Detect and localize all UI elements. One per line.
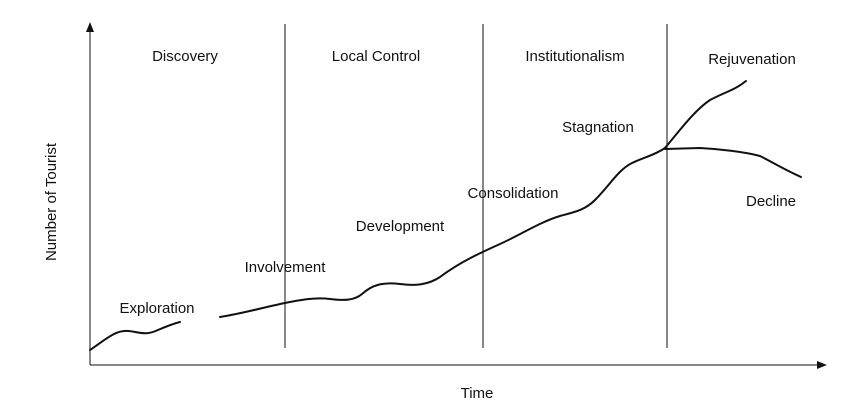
stage-label: Consolidation — [468, 185, 559, 202]
x-axis-label: Time — [461, 385, 494, 402]
phase-label: Rejuvenation — [708, 51, 796, 68]
y-axis-arrow — [86, 22, 94, 32]
stage-label: Stagnation — [562, 119, 634, 136]
stage-label: Decline — [746, 193, 796, 210]
y-axis-label: Number of Tourist — [43, 142, 60, 261]
growth-curve — [89, 321, 181, 351]
rejuvenation-branch — [664, 80, 747, 149]
decline-branch — [664, 147, 802, 178]
growth-curve — [219, 147, 666, 318]
stage-label: Involvement — [245, 259, 327, 276]
phase-label: Discovery — [152, 48, 218, 65]
x-axis-arrow — [817, 361, 827, 369]
phase-label: Local Control — [332, 48, 420, 65]
phase-label: Institutionalism — [525, 48, 624, 65]
stage-label: Exploration — [119, 300, 194, 317]
stage-label: Development — [356, 218, 445, 235]
